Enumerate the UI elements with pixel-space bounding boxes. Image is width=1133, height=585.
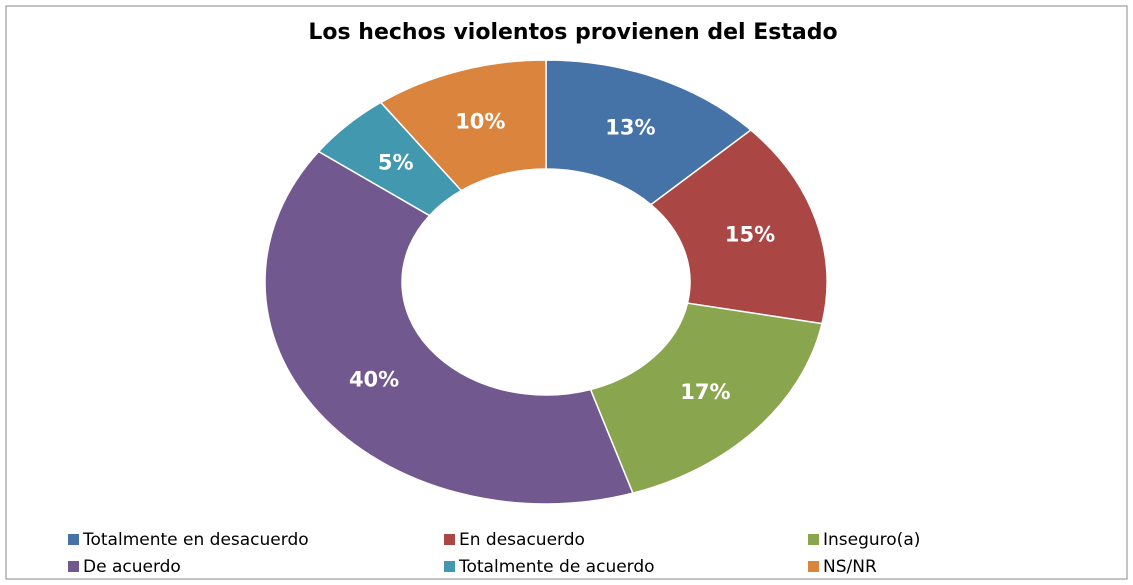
legend-label: Totalmente de acuerdo bbox=[458, 557, 655, 577]
legend-label: En desacuerdo bbox=[459, 530, 585, 550]
legend-swatch bbox=[444, 561, 455, 572]
data-label: 10% bbox=[455, 110, 505, 134]
legend-swatch bbox=[68, 534, 79, 545]
donut-slice bbox=[589, 302, 823, 495]
data-label: 15% bbox=[725, 222, 775, 246]
chart-title: Los hechos violentos provienen del Estad… bbox=[308, 20, 837, 45]
legend-swatch bbox=[68, 561, 79, 572]
legend-label: Inseguro(a) bbox=[823, 530, 920, 550]
legend-label: Totalmente en desacuerdo bbox=[82, 530, 309, 550]
donut-slice bbox=[649, 129, 828, 325]
donut-slice bbox=[545, 59, 753, 206]
legend-swatch bbox=[444, 534, 455, 545]
legend-label: De acuerdo bbox=[83, 557, 181, 577]
legend-swatch bbox=[808, 534, 819, 545]
legend-swatch bbox=[808, 561, 819, 572]
legend-label: NS/NR bbox=[823, 557, 877, 577]
data-label: 40% bbox=[349, 367, 399, 391]
data-label: 5% bbox=[378, 151, 414, 175]
donut-slice bbox=[264, 150, 634, 505]
data-label: 17% bbox=[680, 380, 730, 404]
data-label: 13% bbox=[605, 115, 655, 139]
donut-slice bbox=[379, 59, 547, 192]
